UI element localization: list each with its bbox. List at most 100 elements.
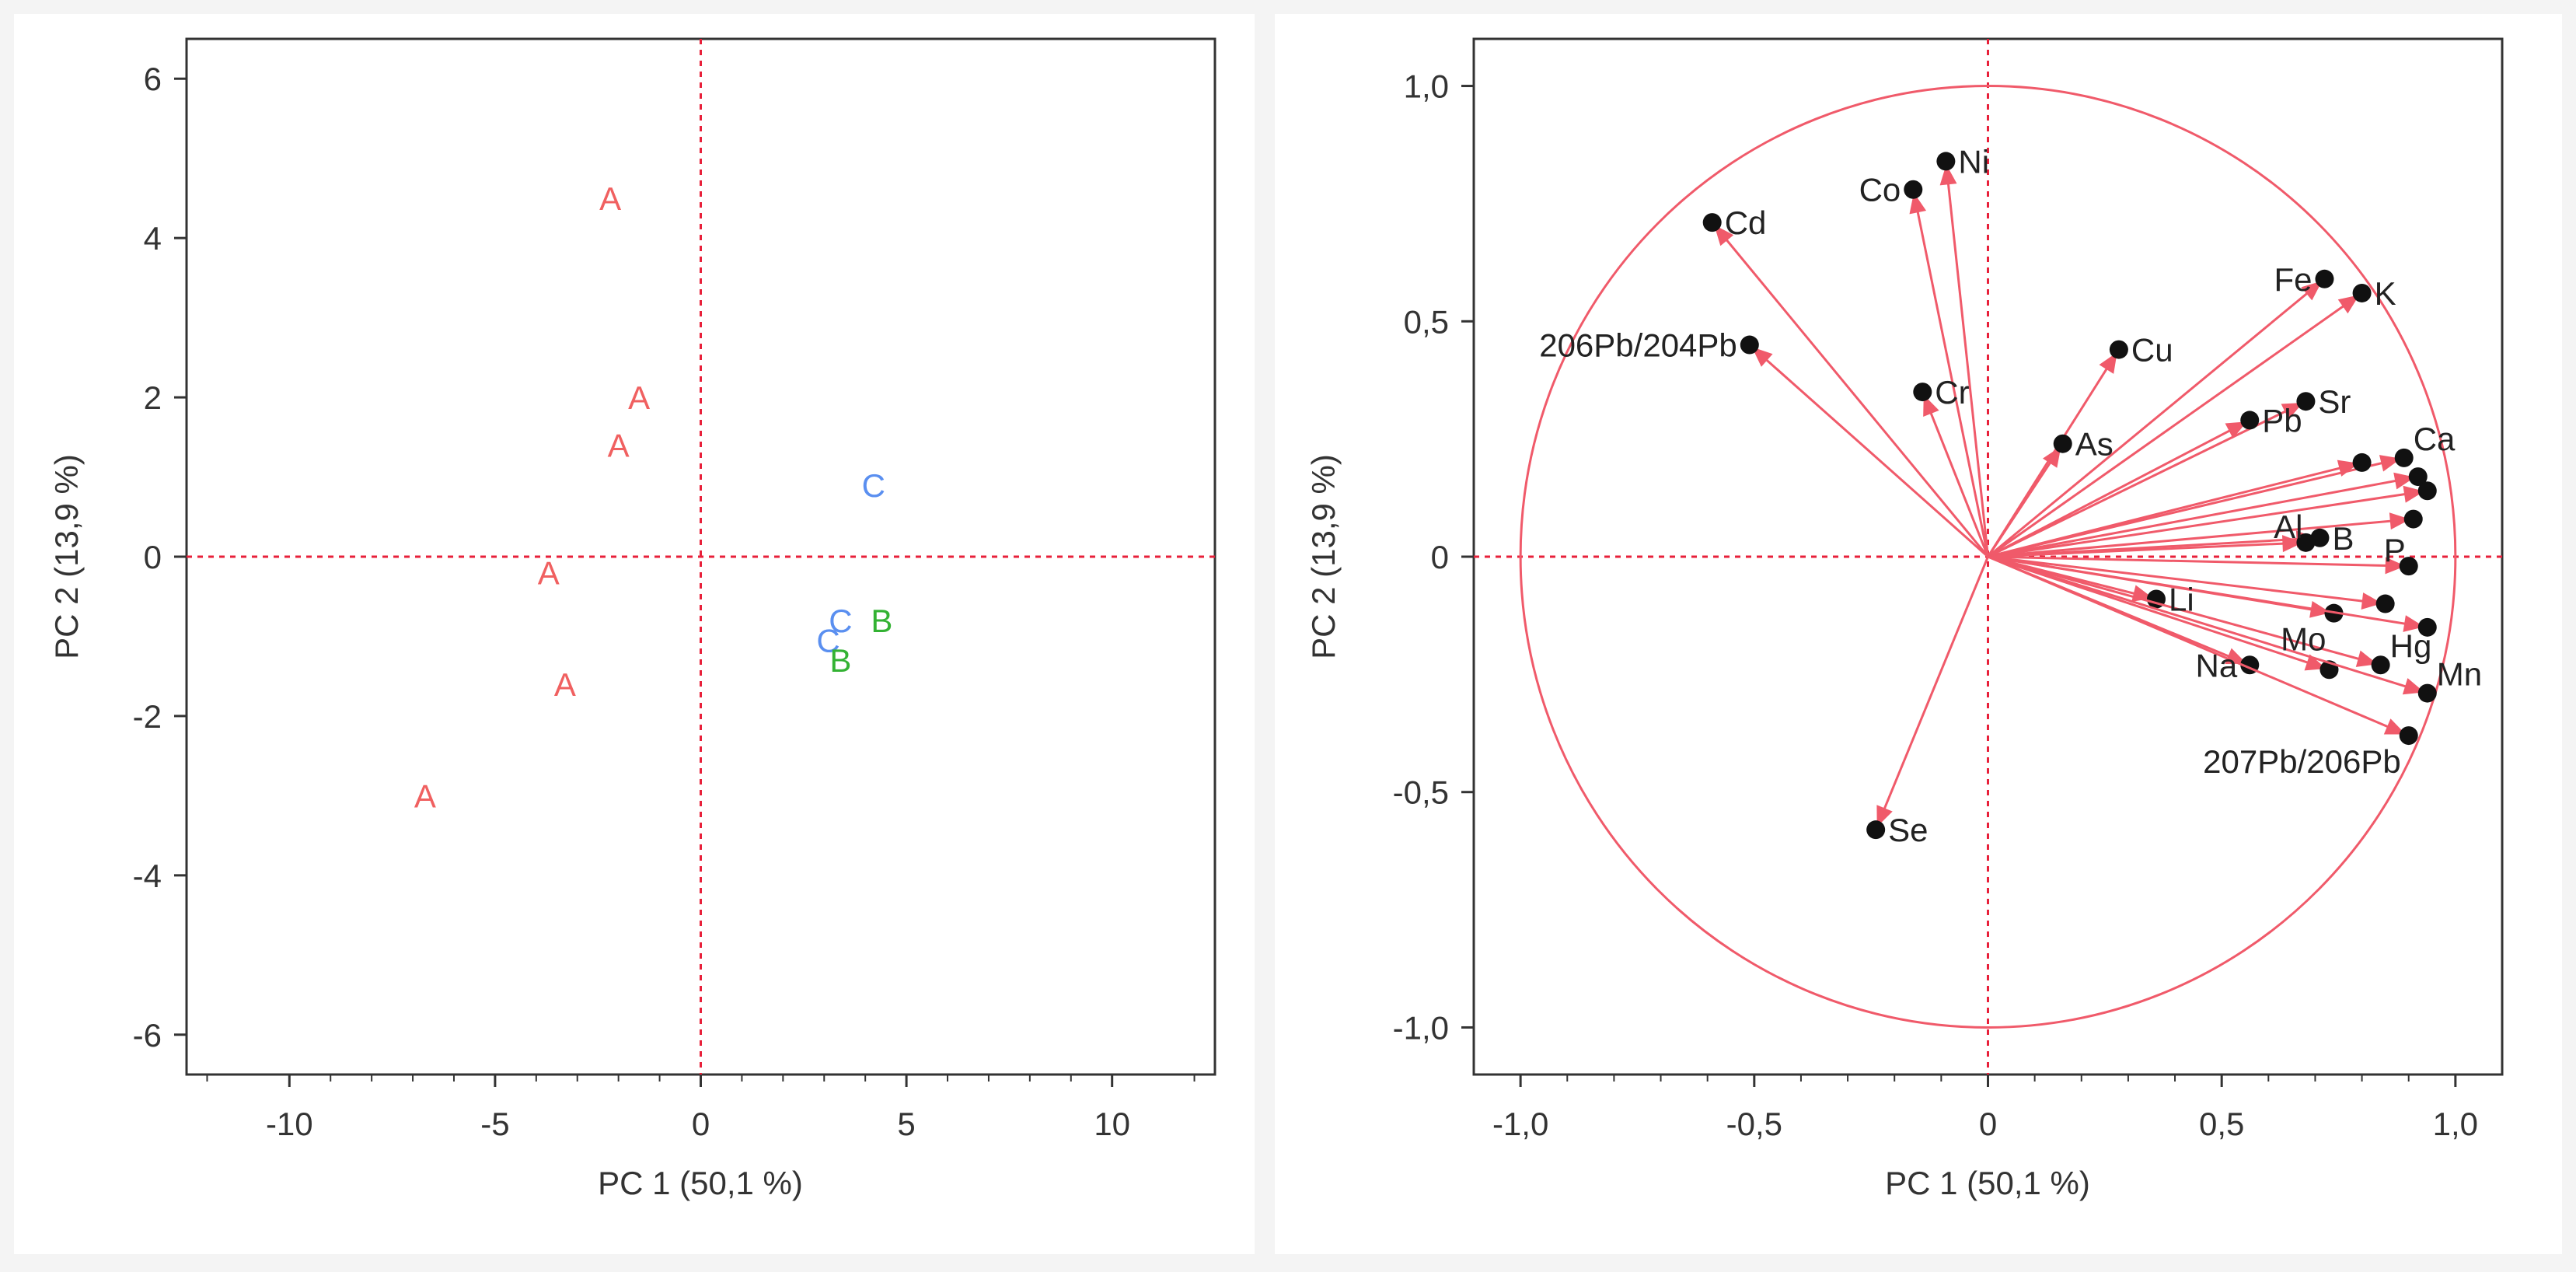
loading-mn-point: [2417, 683, 2437, 703]
loading-fe-point: [2315, 269, 2334, 288]
loading-unlabeled-point: [2417, 481, 2437, 501]
loading-al-arrowhead: [2281, 535, 2303, 553]
loadings-y-tick-label: 0,5: [1404, 303, 1449, 340]
score-point-a: A: [608, 428, 630, 464]
loading-al-point: [2296, 533, 2316, 552]
scores-y-tick-label: -4: [133, 858, 162, 894]
scores-x-tick-label: -10: [266, 1106, 313, 1142]
loadings-plot: -1,0 -0,5 0 0,5 1,0 1,0 0,5 0 -0,5 -1,0 Ni Co Cd 20…: [1305, 37, 2504, 1201]
loading-se-label: Se: [1888, 812, 1928, 848]
loading-pb-point: [2240, 411, 2260, 430]
loading-as-label: As: [2075, 426, 2114, 463]
loadings-x-tick-label: 0,5: [2199, 1106, 2244, 1142]
loading-206pb-204pb-point: [1740, 335, 1759, 355]
loading-unlabeled-arrow: [1988, 518, 2414, 558]
loadings-y-tick-label: 0: [1431, 539, 1449, 575]
loading-cr-label: Cr: [1935, 374, 1969, 411]
scores-y-axis-title: PC 2 (13,9 %): [48, 454, 85, 659]
scores-x-tick-label: -5: [480, 1106, 509, 1142]
loading-cd-point: [1702, 213, 1722, 232]
scores-y-tick-label: 6: [144, 61, 162, 97]
loading-cu-label: Cu: [2131, 332, 2173, 369]
score-point-a: A: [599, 180, 621, 217]
loading-mn-arrow: [1988, 555, 2428, 695]
loading-se-arrow: [1874, 556, 1989, 830]
loadings-y-axis-title: PC 2 (13,9 %): [1305, 454, 1342, 659]
loadings-x-tick-label: -0,5: [1726, 1106, 1782, 1142]
loading-se-point: [1866, 820, 1886, 840]
scores-y-tick-label: 2: [144, 379, 162, 416]
loading-fe-label: Fe: [2274, 261, 2312, 298]
loading-co-point: [1904, 180, 1923, 199]
scores-x-tick-label: 5: [897, 1106, 915, 1142]
loading-k-arrowhead: [2337, 295, 2360, 314]
score-point-c: C: [862, 467, 885, 504]
loading-ca-label: Ca: [2414, 421, 2456, 457]
loading-sr-label: Sr: [2318, 383, 2351, 420]
loading-fe-arrowhead: [2301, 281, 2323, 301]
loading-206pb-204pb-arrow: [1748, 344, 1989, 558]
loading-cd-arrow: [1711, 222, 1989, 557]
loading-hg-arrow: [1988, 555, 2382, 666]
loading-unlabeled-arrow: [1988, 475, 2419, 558]
loading-unlabeled-point: [2408, 467, 2428, 487]
loading-ca-point: [2394, 448, 2414, 467]
scores-y-tick-label: 4: [144, 220, 162, 257]
loading-unlabeled-point: [2403, 509, 2423, 529]
loading-al-arrow: [1988, 541, 2306, 558]
loadings-y-tick-label: -0,5: [1393, 774, 1449, 811]
loading-cd-arrowhead: [1714, 225, 1734, 246]
loading-co-label: Co: [1859, 172, 1901, 208]
loading-cd-label: Cd: [1725, 204, 1767, 241]
loadings-x-tick-label: -1,0: [1492, 1106, 1548, 1142]
loading-unlabeled-point: [2375, 594, 2395, 613]
loadings-x-tick-label: 1,0: [2433, 1106, 2478, 1142]
loading-sr-arrowhead: [2281, 402, 2303, 420]
loading-unlabeled-arrow: [1988, 555, 2428, 629]
loading-207pb-206pb-point: [2399, 726, 2418, 746]
loading-cr-arrow: [1921, 391, 1989, 557]
unit-circle: [1519, 85, 2457, 1029]
loading-as-point: [2053, 434, 2072, 453]
loading-unlabeled-point: [2417, 617, 2437, 637]
scores-x-axis-title: PC 1 (50,1 %): [598, 1165, 803, 1201]
loading-206pb-204pb-arrowhead: [1751, 347, 1773, 367]
loading-k-arrow: [1987, 292, 2363, 558]
loadings-x-tick-label: 0: [1979, 1106, 1997, 1142]
loading-cu-point: [2109, 340, 2128, 359]
loading-b-label: B: [2332, 520, 2354, 557]
loading-na-label: Na: [2196, 647, 2238, 683]
score-point-c: C: [816, 623, 839, 659]
scores-y-tick-label: 0: [144, 539, 162, 575]
loading-k-label: K: [2375, 275, 2396, 312]
loading-unlabeled-arrow: [1988, 461, 2362, 558]
loading-as-arrowhead: [2042, 446, 2061, 468]
scores-y-tick-label: -2: [133, 698, 162, 735]
loading-pb-arrowhead: [2225, 421, 2247, 439]
loading-cr-arrowhead: [1923, 394, 1939, 418]
loading-unlabeled-arrow: [1988, 555, 2386, 606]
loading-pb-arrow: [1987, 419, 2250, 558]
loading-k-point: [2352, 283, 2372, 302]
loading-unlabeled-arrow: [1988, 489, 2428, 558]
loading-ni-arrowhead: [1939, 164, 1957, 186]
score-point-a: A: [628, 379, 650, 416]
score-point-b: B: [871, 603, 892, 639]
loading-fe-arrow: [1987, 278, 2326, 558]
loading-p-arrow: [1988, 555, 2409, 568]
loading-mn-label: Mn: [2437, 656, 2482, 693]
loading-206pb-204pb-label: 206Pb/204Pb: [1539, 327, 1737, 364]
loading-co-arrow: [1911, 189, 1989, 557]
loading-ni-arrow: [1944, 161, 1989, 557]
scores-x-tick-label: 0: [692, 1106, 710, 1142]
loading-al-label: Al: [2274, 508, 2302, 545]
loading-hg-point: [2371, 655, 2390, 675]
loading-207pb-206pb-label: 207Pb/206Pb: [2203, 743, 2401, 780]
loading-mo-label: Mo: [2281, 621, 2326, 658]
loading-207pb-206pb-arrow: [1987, 555, 2410, 737]
loading-se-arrowhead: [1876, 805, 1893, 827]
loadings-y-tick-label: 1,0: [1404, 68, 1449, 105]
